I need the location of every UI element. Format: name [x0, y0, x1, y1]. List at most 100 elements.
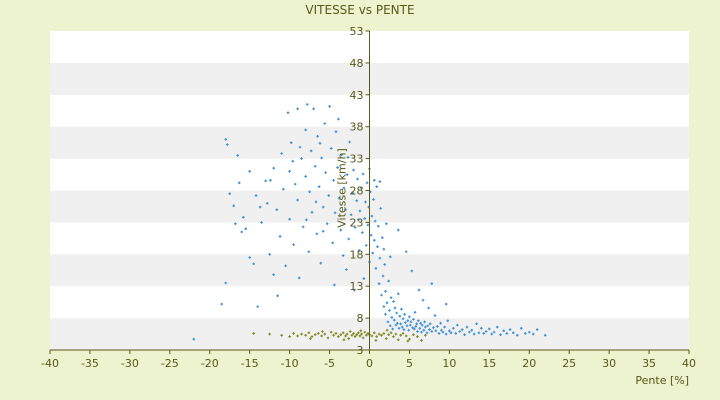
- x-axis-label: Pente [%]: [635, 374, 689, 387]
- data-point: [376, 245, 379, 248]
- data-point: [342, 338, 346, 342]
- data-point: [372, 238, 376, 242]
- data-point: [293, 182, 297, 186]
- data-point: [349, 330, 352, 333]
- x-tick-label: -30: [121, 357, 139, 370]
- data-point: [396, 292, 400, 296]
- data-point: [307, 250, 311, 254]
- data-point: [297, 276, 301, 280]
- data-point: [430, 282, 434, 285]
- data-point: [357, 331, 360, 335]
- data-point: [396, 321, 399, 325]
- data-point: [371, 251, 374, 255]
- data-point: [382, 332, 386, 335]
- data-point: [268, 332, 271, 336]
- data-point: [329, 147, 333, 150]
- data-point: [437, 332, 441, 335]
- data-point: [372, 178, 376, 182]
- x-tick-label: 25: [562, 357, 576, 370]
- data-point: [433, 314, 437, 317]
- data-point: [502, 329, 505, 333]
- y-tick-label: 43: [350, 89, 364, 102]
- data-point: [386, 320, 390, 324]
- data-point: [515, 334, 519, 337]
- data-point: [400, 325, 404, 329]
- data-point: [360, 332, 363, 336]
- data-point: [446, 319, 450, 322]
- x-tick-label: -5: [324, 357, 335, 370]
- data-points: [192, 103, 547, 343]
- data-point: [399, 334, 402, 337]
- data-point: [381, 274, 385, 278]
- y-tick-label: 3: [357, 344, 364, 357]
- data-point: [339, 228, 343, 232]
- data-point: [415, 322, 418, 326]
- data-point: [410, 269, 414, 273]
- data-point: [420, 330, 423, 334]
- data-point: [288, 170, 291, 173]
- data-point: [380, 293, 383, 297]
- data-point: [264, 179, 267, 183]
- data-point: [444, 302, 448, 306]
- data-point: [348, 140, 351, 144]
- data-point: [424, 334, 427, 337]
- data-point: [378, 180, 382, 183]
- data-point: [424, 325, 427, 329]
- data-point: [458, 330, 462, 333]
- data-point: [396, 228, 400, 232]
- data-point: [300, 157, 303, 160]
- data-point: [383, 263, 386, 266]
- data-point: [416, 319, 420, 322]
- data-point: [428, 322, 432, 326]
- x-tick-label: -35: [81, 357, 99, 370]
- data-point: [519, 327, 523, 330]
- data-point: [423, 320, 426, 324]
- data-point: [345, 173, 349, 176]
- data-point: [361, 172, 365, 176]
- data-point: [342, 186, 346, 190]
- data-point: [444, 332, 448, 336]
- data-point: [232, 204, 236, 208]
- data-point: [312, 107, 315, 111]
- data-point: [380, 236, 384, 240]
- data-point: [276, 294, 279, 298]
- x-tick-label: 40: [682, 357, 696, 370]
- data-point: [228, 192, 232, 195]
- x-tick-label: -40: [41, 357, 59, 370]
- data-point: [388, 309, 391, 312]
- data-point: [314, 200, 318, 204]
- data-point: [305, 103, 309, 106]
- data-point: [359, 329, 363, 333]
- data-point: [305, 218, 308, 222]
- data-point: [412, 333, 415, 336]
- data-point: [365, 334, 368, 337]
- data-point: [192, 337, 196, 341]
- data-point: [404, 321, 407, 324]
- data-point: [304, 175, 307, 178]
- data-point: [365, 244, 368, 247]
- data-point: [490, 332, 494, 336]
- x-tick-label: -10: [281, 357, 299, 370]
- data-point: [320, 334, 323, 338]
- data-point: [384, 337, 388, 340]
- data-point: [332, 178, 335, 182]
- data-point: [298, 145, 302, 149]
- data-point: [318, 141, 322, 145]
- data-point: [300, 332, 303, 336]
- y-tick-label: 8: [357, 312, 364, 325]
- data-point: [334, 130, 338, 134]
- data-point: [321, 230, 325, 233]
- y-tick-label: 13: [350, 280, 364, 293]
- data-point: [350, 334, 354, 337]
- data-point: [281, 187, 285, 191]
- data-point: [425, 331, 429, 335]
- y-tick-label: 33: [350, 153, 364, 166]
- data-point: [328, 104, 331, 108]
- data-point: [304, 128, 307, 132]
- data-point: [375, 335, 378, 338]
- data-point: [390, 316, 394, 319]
- data-point: [417, 288, 421, 292]
- data-point: [377, 282, 381, 285]
- data-point: [396, 338, 400, 342]
- data-point: [357, 218, 360, 222]
